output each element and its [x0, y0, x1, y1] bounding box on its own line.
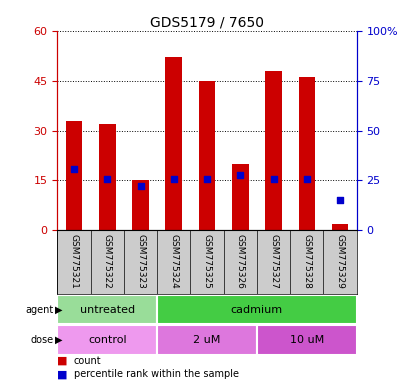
Point: [203, 176, 210, 182]
Text: GSM775329: GSM775329: [335, 233, 344, 288]
Text: GSM775326: GSM775326: [235, 233, 244, 288]
Text: untreated: untreated: [79, 305, 135, 314]
Text: agent: agent: [25, 305, 53, 314]
Bar: [231, 164, 248, 230]
Bar: [256, 325, 356, 355]
Point: [236, 172, 243, 179]
Text: control: control: [88, 335, 126, 345]
Bar: [65, 121, 82, 230]
Text: percentile rank within the sample: percentile rank within the sample: [74, 369, 238, 379]
Bar: [265, 71, 281, 230]
Bar: [57, 325, 157, 355]
Text: GSM775325: GSM775325: [202, 233, 211, 288]
Point: [336, 197, 342, 204]
Text: GSM775324: GSM775324: [169, 233, 178, 288]
Text: GSM775322: GSM775322: [103, 233, 112, 288]
Bar: [57, 295, 157, 324]
Text: 2 uM: 2 uM: [193, 335, 220, 345]
Bar: [99, 124, 115, 230]
Bar: [298, 77, 315, 230]
Bar: [157, 295, 356, 324]
Text: cadmium: cadmium: [230, 305, 282, 314]
Bar: [157, 325, 256, 355]
Text: ▶: ▶: [55, 305, 63, 314]
Bar: [331, 224, 348, 230]
Point: [71, 166, 77, 172]
Point: [104, 176, 110, 182]
Text: GSM775327: GSM775327: [268, 233, 277, 288]
Point: [270, 176, 276, 182]
Text: count: count: [74, 356, 101, 366]
Text: GSM775328: GSM775328: [301, 233, 310, 288]
Point: [303, 176, 309, 182]
Text: dose: dose: [30, 335, 53, 345]
Text: 10 uM: 10 uM: [289, 335, 323, 345]
Text: GSM775321: GSM775321: [70, 233, 79, 288]
Point: [170, 176, 177, 182]
Point: [137, 184, 144, 190]
Bar: [198, 81, 215, 230]
Bar: [132, 180, 148, 230]
Text: GSM775323: GSM775323: [136, 233, 145, 288]
Bar: [165, 57, 182, 230]
Text: ▶: ▶: [55, 335, 63, 345]
Text: ■: ■: [57, 369, 68, 379]
Text: GDS5179 / 7650: GDS5179 / 7650: [150, 15, 263, 29]
Text: ■: ■: [57, 356, 68, 366]
